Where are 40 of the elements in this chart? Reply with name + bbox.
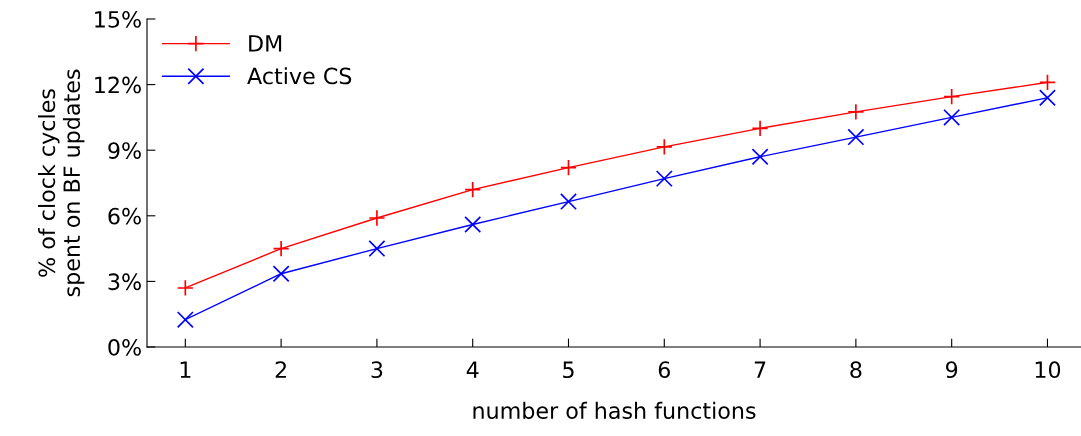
point (655, 138, 673, 156)
x-tick-label: 2 (275, 361, 286, 378)
point (943, 108, 961, 126)
x-tick-label: 9 (946, 361, 958, 379)
point (464, 216, 482, 234)
point (751, 148, 769, 166)
point (176, 279, 194, 297)
y-tick-label: 15% (95, 10, 141, 28)
point (368, 240, 386, 258)
point (655, 170, 673, 188)
point (751, 119, 769, 137)
point (176, 311, 194, 329)
x-tick-label: 1 (180, 361, 191, 378)
legend-label: Active CS (247, 67, 352, 85)
x-tick-label: 10 (1035, 361, 1061, 379)
x-tick-label: 8 (850, 361, 862, 379)
y-tick-label: 12% (95, 76, 141, 94)
x-tick-label: 4 (466, 361, 479, 378)
legend-label: DM (249, 35, 282, 52)
y-tick-label: 9% (108, 142, 141, 159)
point (1038, 89, 1056, 107)
x-axis-title: number of hash functions (473, 401, 756, 420)
point (847, 103, 865, 121)
x-tick-label: 5 (563, 361, 574, 379)
x-tick-label: 7 (754, 361, 766, 378)
x-tick-label: 6 (658, 361, 670, 379)
point (272, 240, 290, 258)
y-tick-label: 0% (108, 338, 141, 356)
point (1038, 73, 1056, 91)
point (368, 209, 386, 227)
y-tick-label: 6% (108, 207, 141, 225)
x-tick-label: 3 (371, 361, 383, 379)
y-axis-title: % of clock cycles spent on BF updates (38, 69, 85, 297)
y-tick-label: 3% (108, 273, 141, 291)
point (464, 181, 482, 199)
point (943, 88, 961, 106)
point (560, 159, 577, 177)
point (847, 128, 865, 146)
point (560, 193, 577, 211)
point (272, 265, 290, 283)
